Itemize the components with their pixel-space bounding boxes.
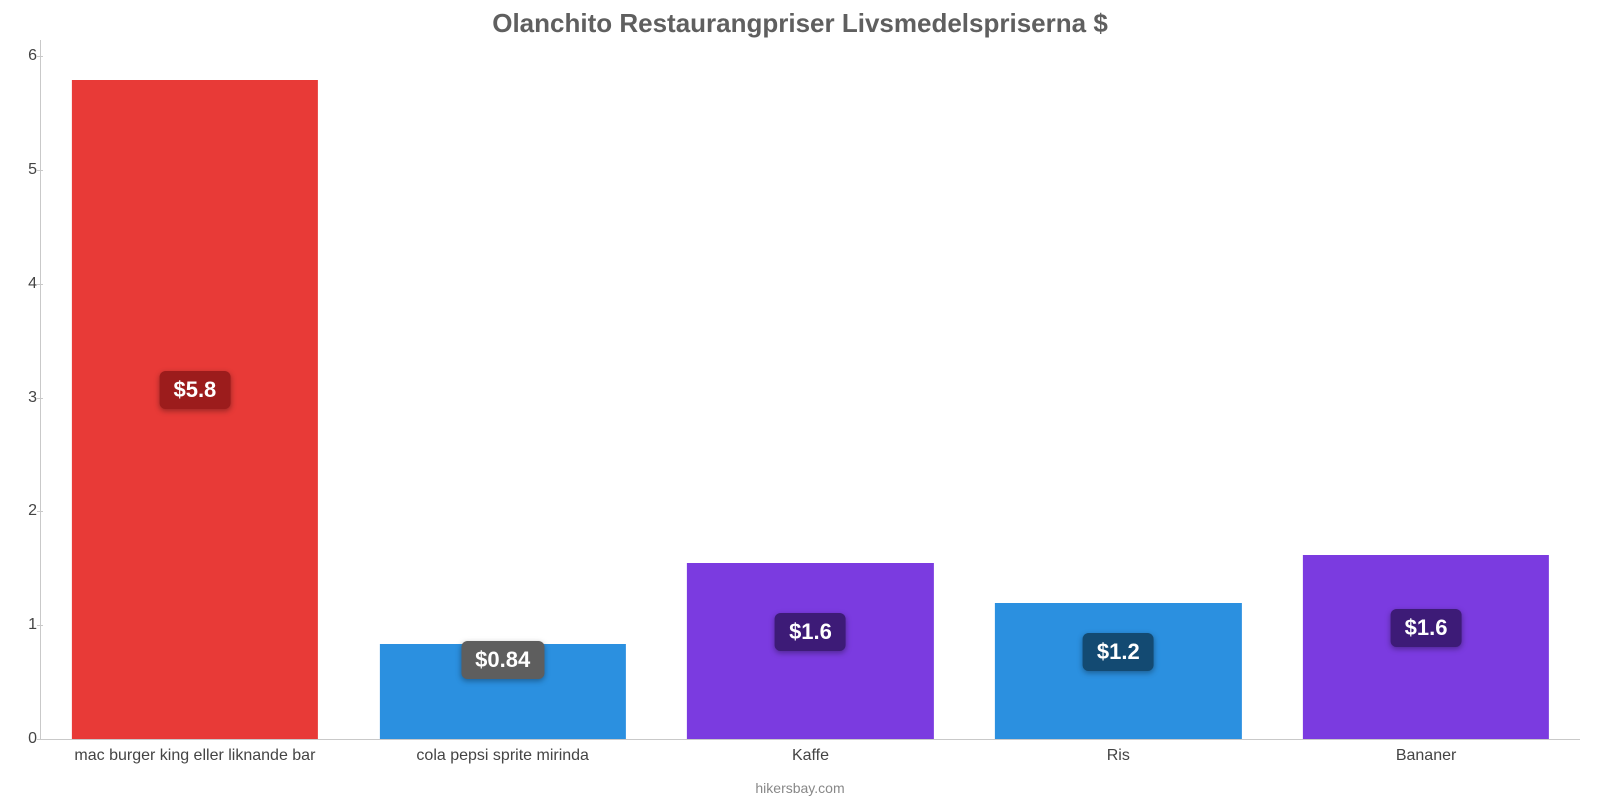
y-tick: 2 bbox=[13, 502, 37, 520]
x-label: Bananer bbox=[1272, 739, 1580, 765]
x-label: Kaffe bbox=[657, 739, 965, 765]
price-chart: Olanchito Restaurangpriser Livsmedelspri… bbox=[0, 0, 1600, 800]
value-badge: $0.84 bbox=[461, 641, 544, 679]
bar-slot: $1.6Bananer bbox=[1272, 40, 1580, 739]
bar bbox=[687, 563, 933, 739]
bar bbox=[72, 80, 318, 739]
y-tick: 1 bbox=[13, 616, 37, 634]
bars-container: $5.8mac burger king eller liknande bar$0… bbox=[41, 40, 1580, 739]
value-badge: $1.6 bbox=[775, 613, 846, 651]
y-tick: 3 bbox=[13, 389, 37, 407]
bar bbox=[995, 603, 1241, 739]
value-badge: $5.8 bbox=[159, 371, 230, 409]
plot-area: $5.8mac burger king eller liknande bar$0… bbox=[40, 40, 1580, 740]
bar bbox=[1303, 555, 1549, 739]
value-badge: $1.6 bbox=[1391, 609, 1462, 647]
y-tick: 6 bbox=[13, 47, 37, 65]
bar-slot: $5.8mac burger king eller liknande bar bbox=[41, 40, 349, 739]
credit-label: hikersbay.com bbox=[0, 780, 1600, 796]
bar-slot: $1.6Kaffe bbox=[657, 40, 965, 739]
chart-title: Olanchito Restaurangpriser Livsmedelspri… bbox=[0, 8, 1600, 39]
x-label: cola pepsi sprite mirinda bbox=[349, 739, 657, 765]
y-tick: 0 bbox=[13, 730, 37, 748]
x-label: mac burger king eller liknande bar bbox=[41, 739, 349, 765]
y-tick: 5 bbox=[13, 161, 37, 179]
bar-slot: $1.2Ris bbox=[964, 40, 1272, 739]
y-tick: 4 bbox=[13, 275, 37, 293]
value-badge: $1.2 bbox=[1083, 633, 1154, 671]
bar-slot: $0.84cola pepsi sprite mirinda bbox=[349, 40, 657, 739]
x-label: Ris bbox=[964, 739, 1272, 765]
